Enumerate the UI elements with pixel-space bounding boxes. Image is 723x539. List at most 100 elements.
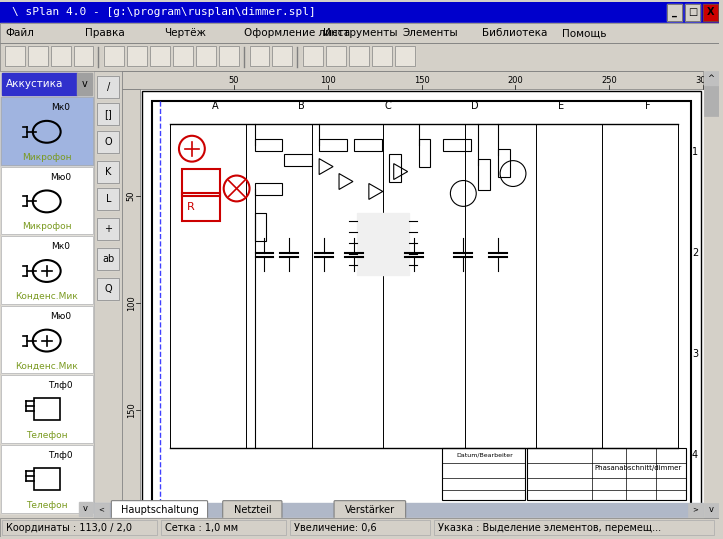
Bar — [122, 71, 703, 89]
Bar — [349, 46, 369, 66]
Bar — [122, 89, 140, 517]
Bar — [0, 71, 95, 537]
Bar — [667, 4, 682, 22]
Bar — [703, 4, 718, 22]
Bar — [704, 86, 719, 116]
Text: Правка: Правка — [85, 29, 124, 38]
Text: X: X — [706, 8, 714, 17]
Text: v: v — [83, 504, 88, 513]
Bar — [173, 46, 193, 66]
Bar — [1, 375, 93, 443]
Bar — [0, 23, 719, 43]
Text: 2: 2 — [692, 248, 698, 258]
Bar — [196, 46, 215, 66]
Bar — [1, 167, 93, 234]
Bar — [326, 46, 346, 66]
Bar — [51, 46, 71, 66]
Bar — [1, 306, 93, 374]
Bar — [435, 520, 714, 535]
Bar — [122, 71, 719, 517]
Bar — [34, 468, 60, 490]
Bar — [0, 23, 719, 43]
Bar — [98, 131, 119, 153]
Bar — [28, 46, 48, 66]
Text: Конденс.Мик: Конденс.Мик — [15, 292, 78, 301]
Text: Оформление листа: Оформление листа — [244, 29, 350, 38]
Text: Инструменты: Инструменты — [323, 29, 398, 38]
Bar — [98, 131, 119, 153]
Bar — [98, 76, 119, 98]
Bar — [1, 375, 93, 443]
Text: Мю0: Мю0 — [50, 312, 71, 321]
Bar — [182, 169, 220, 196]
Bar — [254, 213, 267, 241]
Bar — [372, 46, 392, 66]
Bar — [98, 161, 119, 183]
Bar — [77, 73, 93, 95]
Bar — [273, 46, 292, 66]
Bar — [0, 43, 719, 71]
Text: Помощь: Помощь — [562, 29, 606, 38]
Bar — [2, 73, 77, 95]
Text: Phasanabschnitt/dimmer: Phasanabschnitt/dimmer — [594, 465, 682, 471]
Bar — [498, 149, 510, 177]
Text: 1: 1 — [692, 147, 698, 156]
Text: Verstärker: Verstärker — [345, 505, 395, 515]
Bar — [142, 91, 701, 516]
Bar — [5, 46, 25, 66]
Text: 300: 300 — [695, 75, 711, 85]
FancyBboxPatch shape — [223, 501, 282, 520]
Bar — [0, 517, 719, 537]
Text: D: D — [471, 101, 479, 111]
Bar — [319, 139, 347, 151]
Bar — [303, 46, 323, 66]
Bar — [127, 46, 147, 66]
Text: 150: 150 — [414, 75, 429, 85]
Bar — [395, 46, 414, 66]
Bar — [527, 448, 686, 500]
Bar — [161, 520, 286, 535]
Text: Микрофон: Микрофон — [22, 222, 72, 231]
Text: E: E — [558, 101, 564, 111]
Bar — [98, 189, 119, 210]
Text: R: R — [187, 202, 194, 212]
Bar — [104, 46, 124, 66]
Text: L: L — [106, 195, 111, 204]
Bar — [419, 139, 430, 167]
Text: v: v — [709, 505, 714, 514]
Bar — [98, 278, 119, 300]
Bar — [249, 46, 270, 66]
Text: 200: 200 — [127, 510, 136, 526]
Bar — [98, 218, 119, 240]
Bar — [79, 502, 93, 516]
Bar — [140, 89, 703, 517]
Bar — [1, 445, 93, 513]
Bar — [442, 448, 525, 500]
Text: Netzteil: Netzteil — [234, 505, 271, 515]
Text: Чертёж: Чертёж — [164, 29, 206, 38]
Text: Мк0: Мк0 — [51, 242, 70, 251]
Bar — [704, 71, 719, 86]
Text: C: C — [385, 101, 392, 111]
Text: _: _ — [672, 8, 677, 17]
Text: Конденс.Мик: Конденс.Мик — [15, 362, 78, 370]
Text: Телефон: Телефон — [26, 431, 67, 440]
Bar — [1, 167, 93, 234]
Text: Сетка : 1,0 мм: Сетка : 1,0 мм — [165, 522, 238, 533]
Text: 150: 150 — [127, 403, 136, 418]
Bar — [0, 2, 719, 23]
Text: Hauptschaltung: Hauptschaltung — [121, 505, 198, 515]
Bar — [395, 46, 414, 66]
Bar — [196, 46, 215, 66]
Bar — [0, 43, 719, 71]
Bar — [703, 4, 718, 22]
Text: 50: 50 — [127, 191, 136, 202]
Text: B: B — [299, 101, 305, 111]
Bar — [98, 161, 119, 183]
Bar — [372, 46, 392, 66]
Bar — [254, 183, 283, 196]
Bar — [98, 218, 119, 240]
Text: F: F — [645, 101, 651, 111]
Bar — [704, 503, 719, 517]
Text: Микрофон: Микрофон — [22, 153, 72, 162]
